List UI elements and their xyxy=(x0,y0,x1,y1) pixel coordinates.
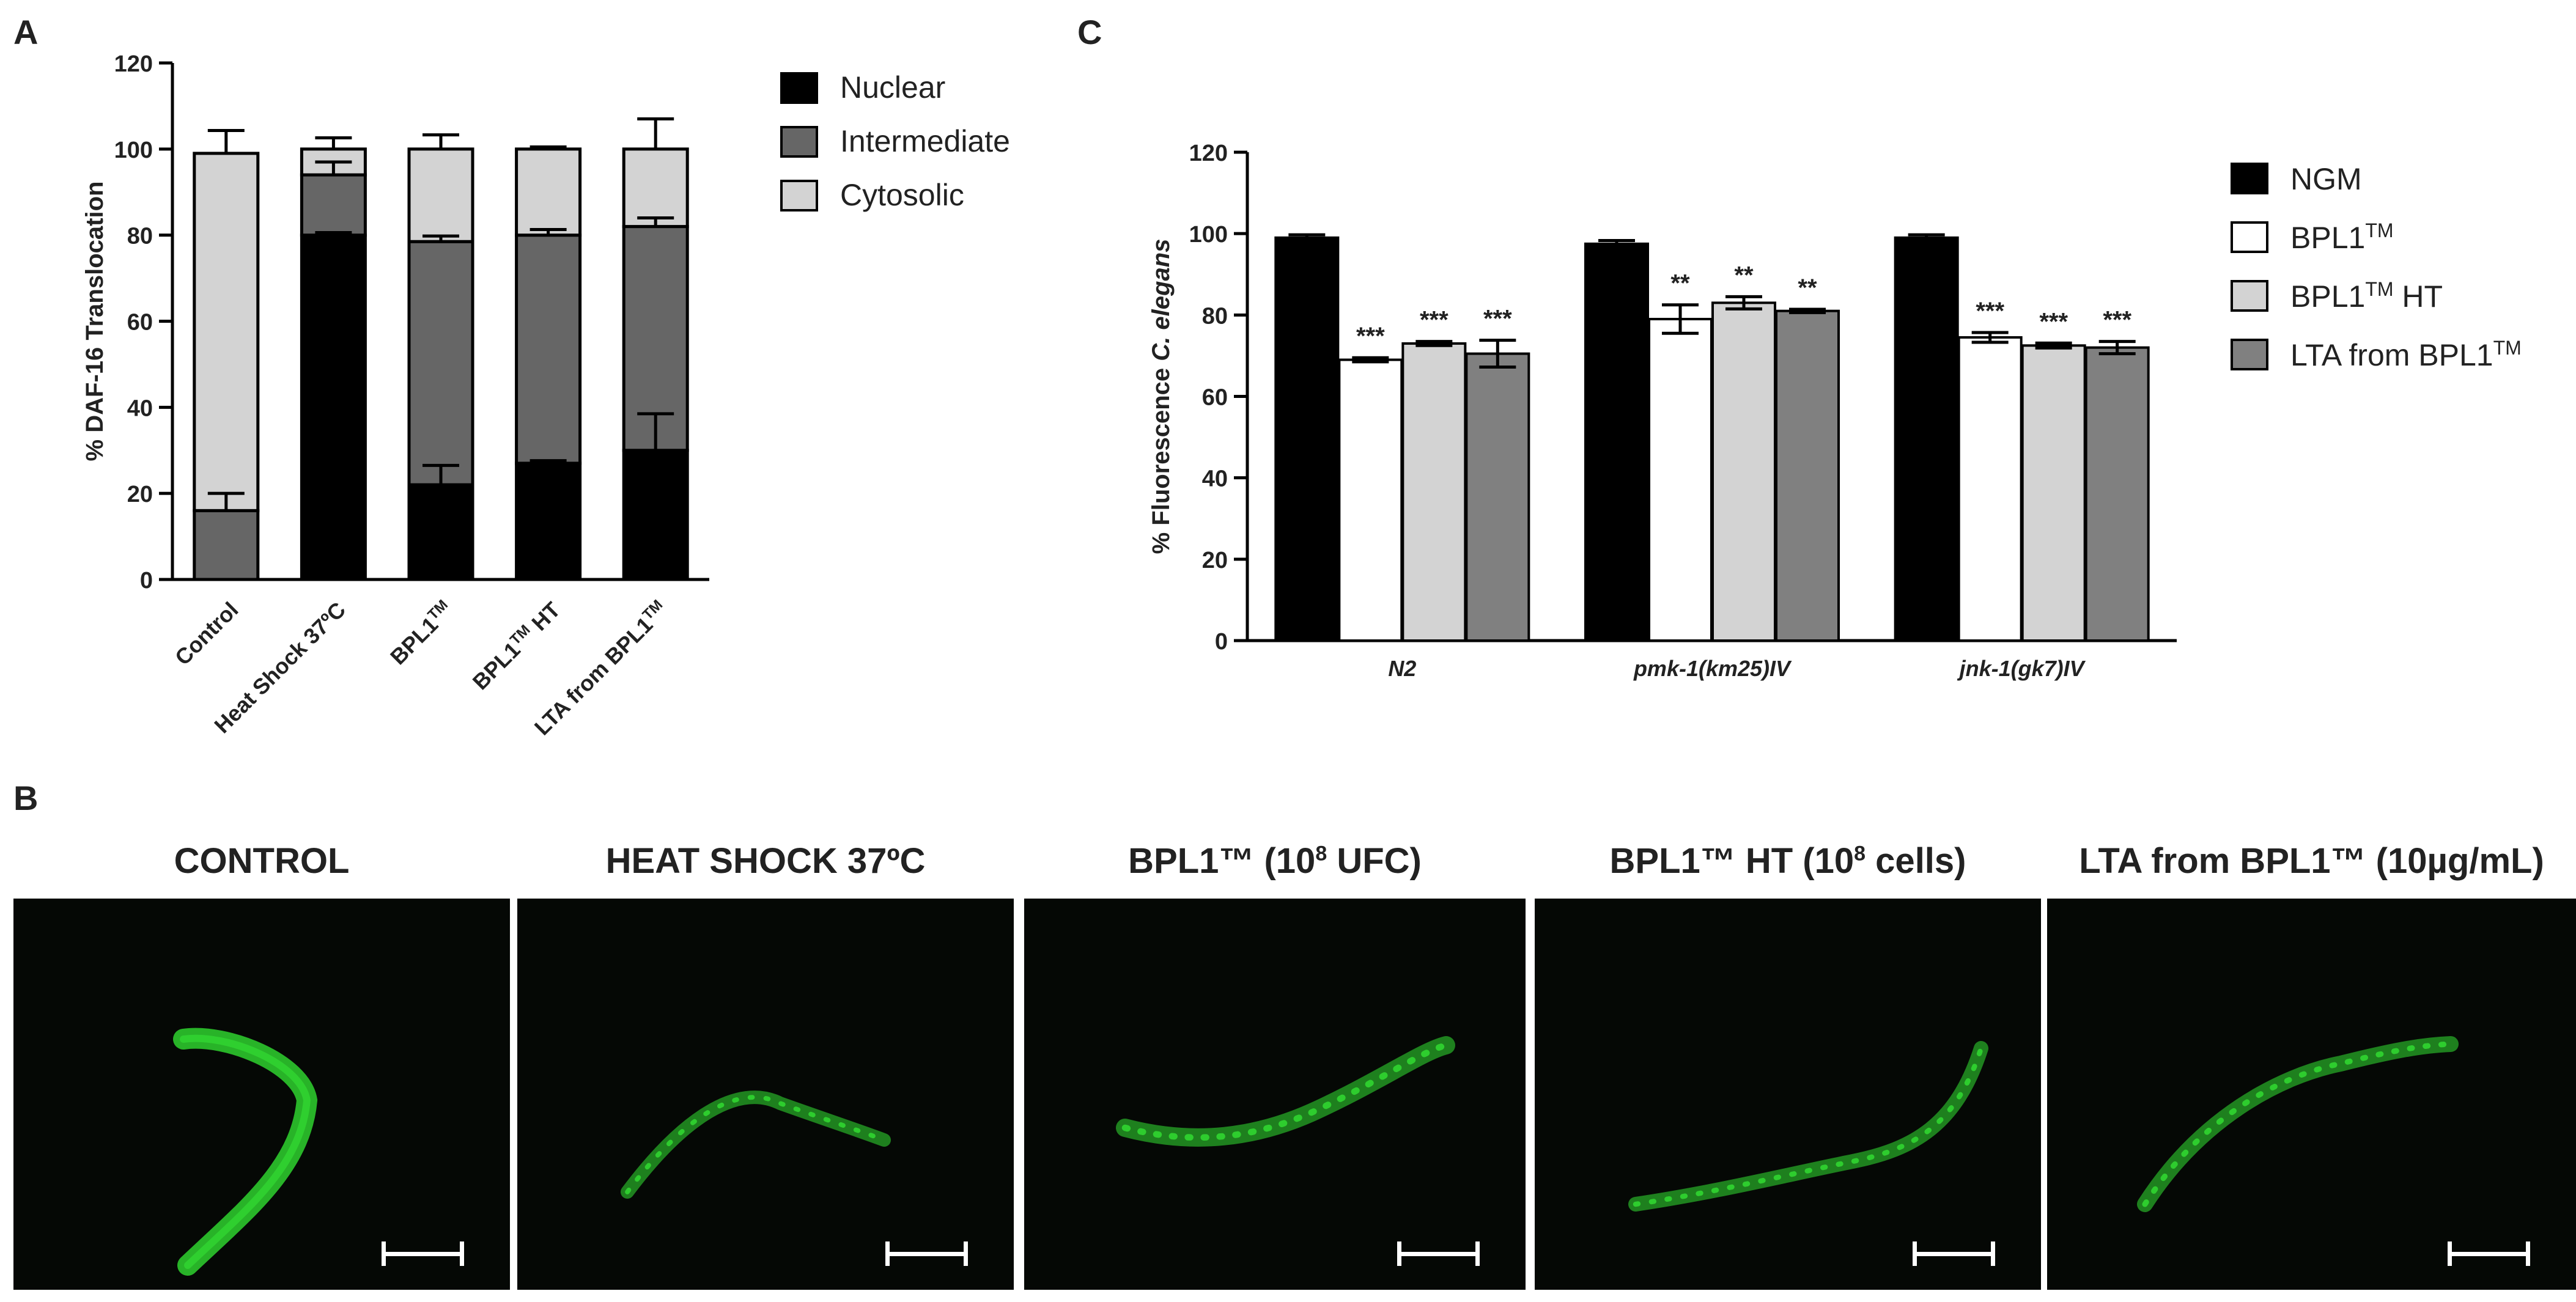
chart-c-y-tick-label: 120 xyxy=(1189,141,1228,166)
chart-c-bar-2 xyxy=(1401,342,1467,642)
chart-a-legend-label: Cytosolic xyxy=(840,178,964,212)
worm-body xyxy=(1628,1041,1988,1212)
chart-c-bar-1 xyxy=(1338,358,1403,642)
chart-a-bar-intermediate xyxy=(407,240,474,487)
chart-c-y-tick-label: 40 xyxy=(1202,466,1228,492)
chart-c-bar-0 xyxy=(1274,236,1340,642)
chart-a-x-tick-label: BPL1TM HT xyxy=(467,597,566,695)
chart-a-legend-label: Nuclear xyxy=(840,70,945,105)
chart-a-bar-cytosolic xyxy=(515,147,582,237)
chart-c-significance-label: *** xyxy=(1356,323,1385,350)
chart-a-legend-swatch xyxy=(780,180,818,211)
chart-c-legend-swatch xyxy=(2231,280,2268,312)
chart-a-bar-nuclear xyxy=(407,483,474,581)
micrograph-panel xyxy=(1024,899,1526,1290)
micrograph-title: CONTROL xyxy=(174,841,350,881)
chart-c-legend-swatch xyxy=(2231,221,2268,253)
chart-c-x-tick-label: pmk-1(km25)IV xyxy=(1633,656,1792,681)
chart-c-significance-label: *** xyxy=(1976,298,2004,325)
chart-a-bar-intermediate xyxy=(193,509,260,581)
chart-c-y-tick-label: 80 xyxy=(1202,303,1228,329)
chart-a-daf16-translocation: 0 20 40 60 80 100 120 % DAF-16 Translocation Con… xyxy=(81,51,1010,740)
micrograph-panel xyxy=(2047,899,2576,1290)
worm-body xyxy=(621,1091,891,1199)
micrograph-title: LTA from BPL1™ (10µg/mL) xyxy=(2079,841,2544,881)
chart-a-y-tick-label: 0 xyxy=(140,568,153,594)
chart-c-y-tick-label: 0 xyxy=(1215,629,1228,655)
chart-c-y-tick-label: 60 xyxy=(1202,385,1228,411)
worm-body xyxy=(2137,1036,2459,1212)
chart-c-legend-label: NGM xyxy=(2290,162,2362,196)
chart-a-x-tick-label: Control xyxy=(170,597,243,670)
chart-c-y-tick-label: 100 xyxy=(1189,222,1228,248)
worm-image xyxy=(621,1091,891,1199)
chart-a-y-tick-label: 100 xyxy=(114,138,153,163)
worm-fluorescent-spots xyxy=(625,1095,887,1194)
chart-a-legend-swatch xyxy=(780,126,818,158)
chart-a-legend-swatch xyxy=(780,72,818,104)
micrograph-title: BPL1™ (108 UFC) xyxy=(1128,841,1422,881)
chart-c-bar-0 xyxy=(1894,236,1959,642)
chart-c-legend-label: BPL1TM HT xyxy=(2290,278,2443,314)
chart-a-y-tick-label: 40 xyxy=(127,395,153,421)
chart-a-bar-cytosolic xyxy=(622,147,689,229)
micrograph-title: HEAT SHOCK 37ºC xyxy=(605,841,926,881)
chart-a-y-tick-label: 20 xyxy=(127,482,153,507)
worm-fluorescent-spots xyxy=(1121,1042,1450,1141)
chart-c-significance-label: *** xyxy=(1483,306,1512,333)
worm-image xyxy=(2137,1036,2459,1212)
panel-label-b: B xyxy=(13,779,38,817)
micrograph-title: BPL1™ HT (108 cells) xyxy=(1609,841,1966,881)
chart-c-legend-label: LTA from BPL1TM xyxy=(2290,337,2522,372)
chart-c-x-tick-label: jnk-1(gk7)IV xyxy=(1957,656,2086,681)
chart-c-significance-label: *** xyxy=(1420,307,1449,334)
panel-label-c: C xyxy=(1077,13,1102,51)
chart-a-y-tick-label: 60 xyxy=(127,310,153,336)
chart-c-significance-label: *** xyxy=(2103,307,2131,334)
worm-image xyxy=(1116,1036,1455,1147)
chart-c-y-axis-label: % Fluorescence C. elegans xyxy=(1148,239,1175,554)
chart-c-bar-2 xyxy=(1711,301,1776,642)
chart-c-y-tick-label: 20 xyxy=(1202,548,1228,573)
worm-image xyxy=(173,1028,318,1276)
chart-c-legend-label: BPL1TM xyxy=(2290,219,2394,255)
micrograph-panel xyxy=(13,899,510,1290)
chart-a-bar-intermediate xyxy=(515,234,582,465)
worm-image xyxy=(1628,1041,1988,1212)
chart-c-legend-swatch xyxy=(2231,339,2268,370)
micrograph-panel xyxy=(1535,899,2041,1290)
panel-label-a: A xyxy=(13,13,38,51)
chart-c-bar-3 xyxy=(1775,309,1840,642)
chart-a-bar-nuclear xyxy=(515,462,582,581)
chart-c-bar-3 xyxy=(2084,346,2150,642)
micrograph-panel xyxy=(517,899,1014,1290)
chart-a-x-tick-label: BPL1TM xyxy=(385,597,458,670)
chart-c-bar-0 xyxy=(1584,242,1649,642)
chart-c-fluorescence: 0 20 40 60 80 100 120 % Fluorescence C. elegans… xyxy=(1148,141,2522,681)
chart-c-x-tick-label: N2 xyxy=(1388,656,1416,681)
chart-a-bar-cytosolic xyxy=(407,147,474,243)
chart-a-y-axis-label: % DAF-16 Translocation xyxy=(81,182,108,462)
chart-a-y-tick-label: 120 xyxy=(114,51,153,77)
chart-c-bar-3 xyxy=(1465,352,1530,642)
chart-c-significance-label: *** xyxy=(2039,308,2068,335)
chart-a-bar-nuclear xyxy=(300,234,367,581)
chart-a-y-tick-label: 80 xyxy=(127,224,153,249)
worm-fluorescent-spots xyxy=(2142,1041,2454,1207)
chart-c-bar-2 xyxy=(2021,344,2086,642)
chart-a-bar-intermediate xyxy=(300,173,367,237)
chart-c-significance-label: ** xyxy=(1670,270,1690,297)
worm-fluorescent-spots xyxy=(180,1034,311,1269)
chart-c-significance-label: ** xyxy=(1798,274,1817,301)
chart-a-bar-nuclear xyxy=(622,449,689,581)
chart-a-bar-cytosolic xyxy=(193,152,260,512)
chart-c-bar-1 xyxy=(1957,336,2023,642)
chart-c-significance-label: ** xyxy=(1734,262,1754,289)
chart-a-legend-label: Intermediate xyxy=(840,124,1010,158)
chart-c-legend-swatch xyxy=(2231,163,2268,194)
chart-c-bar-1 xyxy=(1648,317,1713,642)
worm-fluorescent-spots xyxy=(1633,1045,1984,1207)
